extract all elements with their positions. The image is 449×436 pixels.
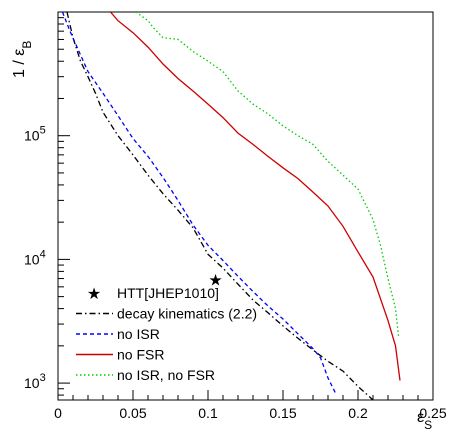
tick-labels: 0 0.05 0.1 0.15 0.2 0.25 103 104 105 — [24, 125, 447, 421]
x-tick-label: 0.25 — [419, 405, 446, 421]
x-tick-label: 0.1 — [198, 405, 218, 421]
legend-label: decay kinematics (2.2) — [117, 306, 257, 322]
legend-label: no ISR, no FSR — [117, 367, 215, 383]
y-tick-label: 105 — [24, 125, 46, 144]
legend-label: no ISR — [117, 326, 160, 342]
axis-ticks — [57, 11, 434, 400]
series-line-0 — [66, 12, 374, 400]
series-line-1 — [61, 12, 337, 394]
legend-label: no FSR — [117, 347, 164, 363]
htt-star-marker: ★ — [208, 272, 222, 289]
series-line-3 — [135, 12, 400, 337]
x-tick-label: 0.05 — [119, 405, 146, 421]
y-tick-label: 104 — [24, 248, 46, 267]
legend: ★ HTT[JHEP1010] decay kinematics (2.2) no I… — [76, 285, 257, 383]
series-lines — [61, 12, 401, 400]
y-tick-label: 103 — [24, 372, 46, 391]
x-tick-label: 0.2 — [348, 405, 368, 421]
plot-frame — [57, 11, 434, 401]
legend-label: HTT[JHEP1010] — [117, 285, 219, 301]
x-tick-label: 0.15 — [269, 405, 296, 421]
series-line-2 — [110, 12, 401, 381]
markers: ★ — [208, 272, 222, 289]
x-axis-title: εS — [417, 409, 432, 432]
y-axis-title: 1 / εB — [11, 41, 34, 78]
x-tick-label: 0 — [54, 405, 62, 421]
legend-star-symbol: ★ — [87, 286, 101, 303]
